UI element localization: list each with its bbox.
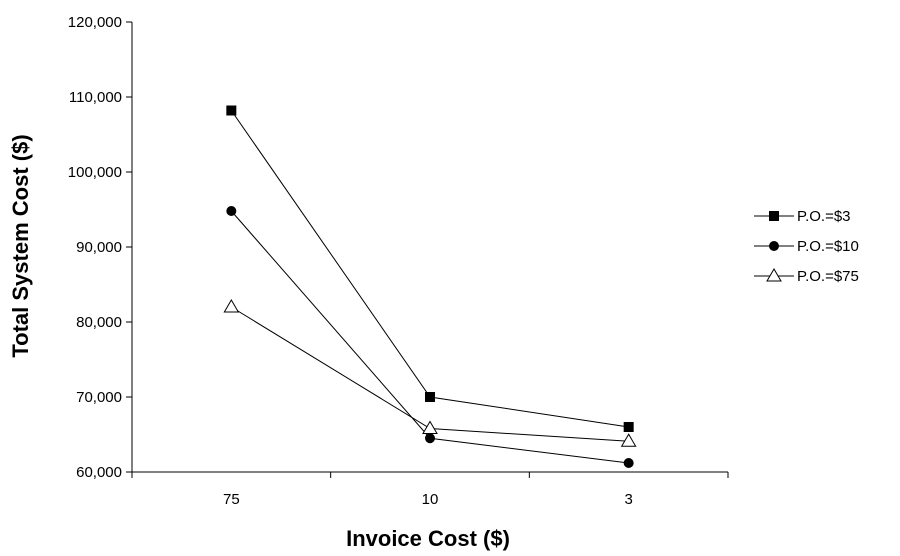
data-point bbox=[223, 299, 240, 313]
y-tick-label: 60,000 bbox=[76, 464, 122, 481]
data-point bbox=[425, 392, 435, 402]
data-point bbox=[620, 433, 637, 447]
legend-marker bbox=[769, 211, 779, 221]
data-point bbox=[425, 433, 435, 444]
legend-marker bbox=[766, 268, 782, 282]
legend-label: P.O.=$75 bbox=[797, 268, 859, 285]
data-point bbox=[226, 105, 237, 116]
x-tick-label: 75 bbox=[223, 491, 240, 508]
series-2 bbox=[226, 206, 634, 468]
legend-entry: P.O.=$10 bbox=[754, 238, 859, 255]
legend-label: P.O.=$3 bbox=[797, 208, 851, 225]
legend-marker bbox=[769, 241, 779, 251]
x-axis-ticks: 75 10 3 bbox=[131, 472, 729, 508]
x-tick-label: 10 bbox=[422, 491, 439, 508]
y-tick-label: 90,000 bbox=[76, 239, 122, 256]
axes bbox=[131, 22, 728, 473]
series-layer bbox=[223, 105, 637, 468]
data-point bbox=[226, 206, 237, 216]
y-tick-label: 120,000 bbox=[68, 14, 122, 31]
series-3 bbox=[223, 299, 637, 447]
data-point bbox=[623, 458, 634, 468]
x-tick-label: 3 bbox=[624, 491, 632, 508]
y-tick-label: 80,000 bbox=[76, 314, 122, 331]
legend-entry: P.O.=$75 bbox=[754, 268, 859, 285]
data-point bbox=[623, 422, 634, 432]
y-tick-label: 100,000 bbox=[68, 164, 122, 181]
legend: P.O.=$3 P.O.=$10 P.O.=$75 bbox=[754, 208, 859, 285]
x-axis-title: Invoice Cost ($) bbox=[346, 526, 510, 551]
y-tick-label: 110,000 bbox=[69, 89, 122, 106]
data-point bbox=[422, 420, 438, 434]
legend-label: P.O.=$10 bbox=[797, 238, 859, 255]
y-tick-label: 70,000 bbox=[76, 389, 122, 406]
series-1 bbox=[226, 105, 634, 432]
y-axis-title: Total System Cost ($) bbox=[8, 134, 33, 357]
series-line bbox=[230, 110, 629, 428]
y-axis-ticks: 60,000 70,000 80,000 90,000 100,000 110,000 12… bbox=[68, 14, 132, 481]
legend-entry: P.O.=$3 bbox=[754, 208, 851, 225]
